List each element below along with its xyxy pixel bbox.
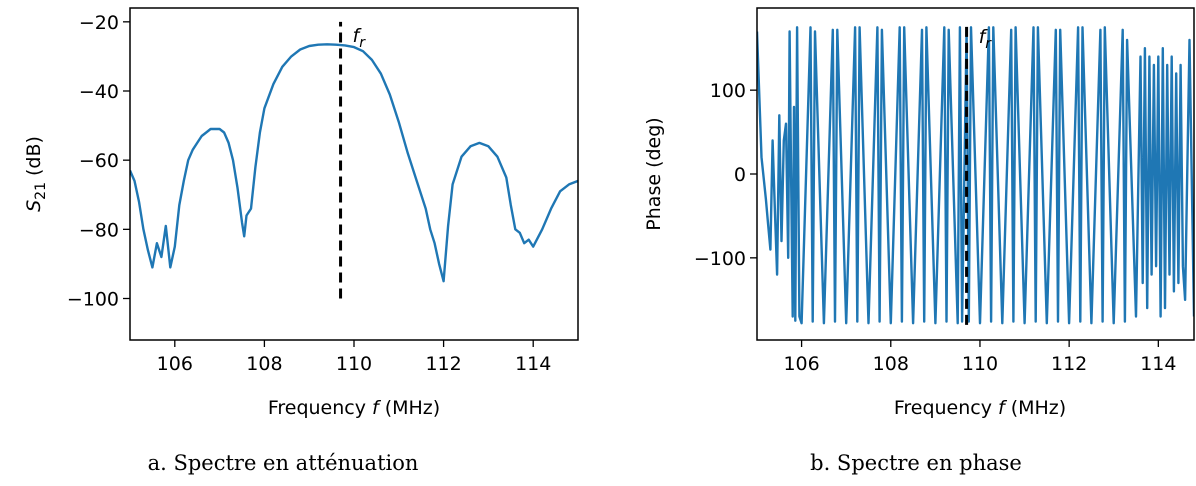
phase-resonance-marker-label: fr	[979, 26, 993, 52]
phase-ticks: 106 108 110 112 114 100 0 −100	[694, 80, 1177, 375]
phase-y-label: Phase (deg)	[643, 117, 665, 230]
phase-y-tick-label: −100	[694, 248, 746, 270]
resonance-marker-label: fr	[353, 25, 367, 51]
attenuation-plot-frame	[129, 7, 579, 341]
attenuation-x-tick-label: 106	[157, 353, 193, 375]
phase-x-tick-label: 114	[1140, 353, 1176, 375]
attenuation-y-tick-label: −60	[79, 150, 119, 172]
attenuation-y-tick-label: −40	[79, 81, 119, 103]
attenuation-y-tick-label: −20	[79, 12, 119, 34]
phase-x-tick-label: 108	[873, 353, 909, 375]
phase-series-line	[757, 26, 1194, 325]
attenuation-x-tick-label: 114	[515, 353, 551, 375]
phase-caption: b. Spectre en phase	[810, 451, 1022, 475]
phase-x-tick-label: 112	[1051, 353, 1087, 375]
attenuation-chart: fr 106 108 110 112 114 −20 −40 −60 −80 −100 S21(d…	[23, 7, 579, 475]
phase-chart: fr 106 108 110 112 114 100 0 −100 Phase (deg) F…	[643, 7, 1195, 475]
attenuation-y-tick-label: −100	[67, 289, 119, 311]
attenuation-y-tick-label: −80	[79, 219, 119, 241]
attenuation-caption: a. Spectre en atténuation	[148, 451, 419, 475]
attenuation-x-tick-label: 112	[425, 353, 461, 375]
attenuation-y-label: S21(dB)	[23, 136, 49, 212]
attenuation-ticks: 106 108 110 112 114 −20 −40 −60 −80 −100	[67, 12, 552, 375]
phase-x-tick-label: 106	[783, 353, 819, 375]
attenuation-series-line	[130, 43, 578, 283]
attenuation-x-tick-label: 110	[336, 353, 372, 375]
phase-y-tick-label: 0	[734, 164, 746, 186]
attenuation-x-tick-label: 108	[246, 353, 282, 375]
attenuation-x-label: Frequency f (MHz)	[268, 397, 440, 419]
phase-x-label: Frequency f (MHz)	[894, 397, 1066, 419]
phase-y-tick-label: 100	[710, 80, 746, 102]
phase-x-tick-label: 110	[962, 353, 998, 375]
